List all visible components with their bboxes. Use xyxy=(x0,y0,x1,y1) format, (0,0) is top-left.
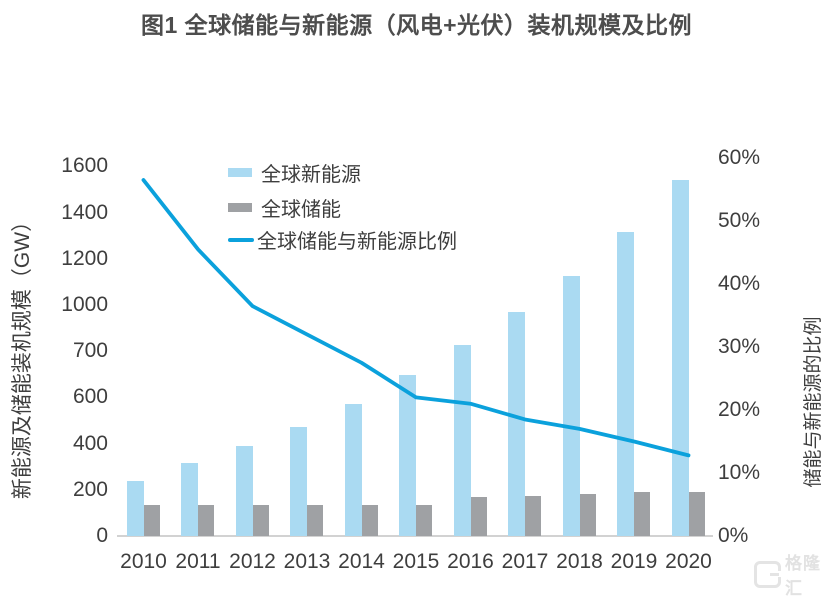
right-axis-tick: 60% xyxy=(718,146,761,169)
bar-storage xyxy=(143,504,160,536)
bar-new-energy xyxy=(126,480,144,536)
right-axis-tick: 0% xyxy=(718,524,749,547)
x-axis-label: 2010 xyxy=(120,550,167,573)
bar-new-energy xyxy=(290,427,307,536)
legend-swatch-ratio-line xyxy=(228,237,254,242)
bar-storage xyxy=(307,504,323,536)
bar-new-energy xyxy=(562,276,580,536)
right-axis-tick: 50% xyxy=(718,209,761,232)
left-axis-tick: 1600 xyxy=(61,154,108,178)
bar-storage xyxy=(634,492,650,536)
x-axis-label: 2017 xyxy=(501,550,549,573)
bar-new-energy xyxy=(399,375,416,536)
legend-item-ratio-line: 全球储能与新能源比例 xyxy=(228,227,457,253)
bar-new-energy xyxy=(181,463,198,536)
bar-storage xyxy=(252,504,269,536)
x-axis-label: 2014 xyxy=(338,550,385,573)
legend: 全球新能源 全球储能 全球储能与新能源比例 xyxy=(228,160,457,253)
left-axis-tick: 1000 xyxy=(61,293,108,316)
x-axis-label: 2016 xyxy=(447,550,494,573)
legend-label-ratio-line: 全球储能与新能源比例 xyxy=(257,231,457,253)
right-axis-tick: 10% xyxy=(718,461,761,484)
legend-label-storage: 全球储能 xyxy=(261,199,341,221)
chart-title: 图1 全球储能与新能源（风电+光伏）装机规模及比例 xyxy=(140,12,693,38)
left-axis-tick: 1400 xyxy=(61,200,108,224)
x-axis-label: 2011 xyxy=(175,550,221,573)
gelonghui-logo-icon xyxy=(754,560,781,588)
legend-swatch-storage xyxy=(228,203,252,212)
bar-new-energy xyxy=(453,345,471,536)
x-axis-label: 2019 xyxy=(610,550,658,573)
x-axis-label: 2018 xyxy=(556,550,603,573)
bar-new-energy xyxy=(508,311,525,536)
bar-new-energy xyxy=(235,445,253,536)
x-axis-label: 2020 xyxy=(665,550,712,573)
right-axis-tick: 20% xyxy=(718,398,761,421)
bar-storage xyxy=(470,496,487,536)
left-axis-tick: 600 xyxy=(72,385,108,409)
left-axis-tick: 1200 xyxy=(61,246,108,270)
plot-area: 0 200 400 600 700 1000 1200 1400 1600 0% 10% 20% 30%… xyxy=(61,146,761,573)
bar-new-energy xyxy=(617,232,634,536)
left-axis-tick: 400 xyxy=(72,431,108,455)
x-axis-label: 2015 xyxy=(392,550,440,573)
x-axis-label: 2013 xyxy=(283,550,331,573)
left-axis-tick: 200 xyxy=(72,477,108,501)
x-axis-label: 2012 xyxy=(229,550,276,573)
left-axis-tick: 700 xyxy=(72,339,108,363)
watermark-gelonghui: 格隆汇 xyxy=(754,549,833,599)
bar-storage xyxy=(416,504,432,536)
legend-label-new-energy: 全球新能源 xyxy=(261,164,361,186)
right-axis-tick: 40% xyxy=(718,272,761,295)
bar-new-energy xyxy=(671,180,689,536)
legend-swatch-new-energy xyxy=(228,168,252,177)
bar-storage xyxy=(688,492,705,536)
legend-item-storage: 全球储能 xyxy=(228,195,457,221)
watermark-brand-text: 格隆汇 xyxy=(785,554,821,598)
bar-storage xyxy=(525,495,541,536)
left-axis-tick: 0 xyxy=(96,524,108,547)
bar-storage xyxy=(361,504,378,536)
bar-storage xyxy=(579,494,596,536)
chart-figure: 图1 全球储能与新能源（风电+光伏）装机规模及比例 新能源及储能装机规模（GW）… xyxy=(11,12,824,598)
legend-item-new-energy: 全球新能源 xyxy=(228,160,457,186)
bar-storage xyxy=(198,504,214,536)
bar-new-energy xyxy=(344,404,362,536)
right-axis-tick: 30% xyxy=(718,335,761,358)
